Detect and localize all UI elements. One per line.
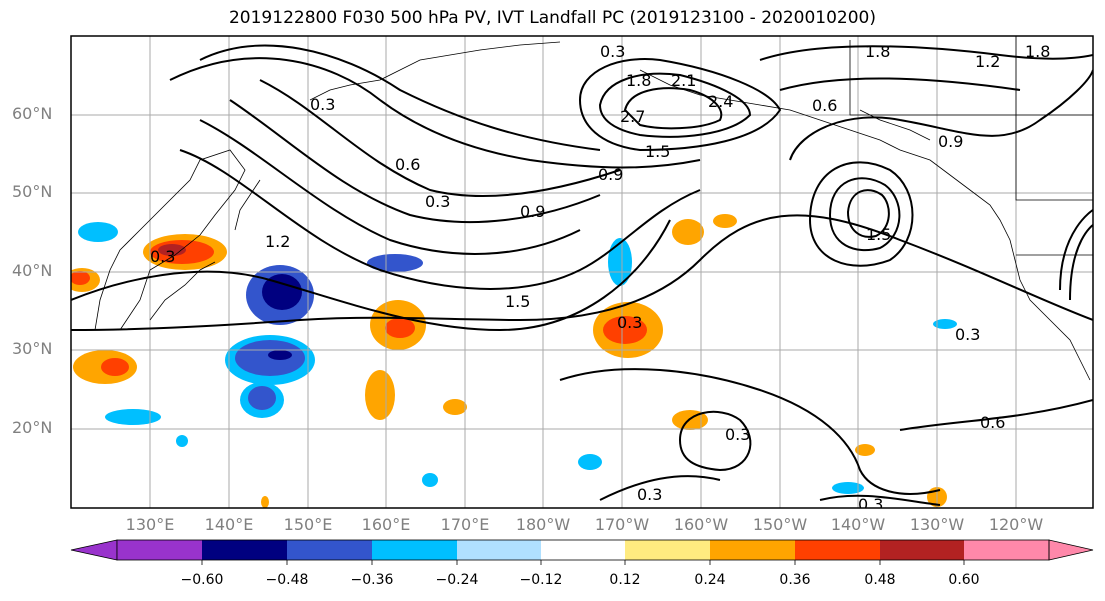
svg-text:1.8: 1.8 — [1025, 42, 1050, 61]
svg-text:0.3: 0.3 — [955, 325, 980, 344]
colorbar-tick: 0.60 — [948, 572, 980, 588]
svg-text:2.7: 2.7 — [620, 107, 645, 126]
svg-text:1.5: 1.5 — [866, 225, 891, 244]
contour-labels: 0.3 0.3 0.3 0.6 0.6 0.9 0.9 0.9 1.2 1.2 … — [150, 42, 1050, 514]
svg-text:0.6: 0.6 — [980, 413, 1005, 432]
svg-text:1.2: 1.2 — [975, 52, 1000, 71]
lon-label: 120°W — [988, 515, 1044, 534]
svg-text:0.6: 0.6 — [812, 96, 837, 115]
colorbar-tick: −0.24 — [435, 572, 479, 588]
colorbar-tick: 0.48 — [864, 572, 896, 588]
svg-text:1.8: 1.8 — [626, 71, 651, 90]
colorbar-tick: 0.12 — [609, 572, 641, 588]
lon-label: 170°W — [594, 515, 650, 534]
svg-text:0.3: 0.3 — [600, 42, 625, 61]
svg-text:0.9: 0.9 — [520, 202, 545, 221]
lon-label: 160°W — [673, 515, 729, 534]
lon-label: 160°E — [361, 515, 411, 534]
svg-text:1.5: 1.5 — [645, 142, 670, 161]
shaded-anomalies — [71, 214, 957, 508]
lon-label: 150°W — [752, 515, 808, 534]
lon-label: 170°E — [440, 515, 490, 534]
lon-label: 130°E — [125, 515, 175, 534]
colorbar — [70, 539, 1094, 565]
lon-label: 150°E — [283, 515, 333, 534]
lat-label: 20°N — [12, 418, 53, 437]
svg-text:1.8: 1.8 — [865, 42, 890, 61]
svg-text:0.3: 0.3 — [150, 247, 175, 266]
svg-text:1.5: 1.5 — [505, 292, 530, 311]
map-title: 2019122800 F030 500 hPa PV, IVT Landfall… — [228, 8, 876, 28]
pv-contours — [71, 44, 1093, 506]
lat-label: 60°N — [12, 104, 53, 123]
colorbar-tick: 0.36 — [779, 572, 811, 588]
svg-text:0.6: 0.6 — [395, 155, 420, 174]
svg-text:0.3: 0.3 — [425, 192, 450, 211]
svg-text:0.9: 0.9 — [598, 165, 623, 184]
svg-text:0.9: 0.9 — [938, 132, 963, 151]
colorbar-tick: −0.60 — [180, 572, 224, 588]
colorbar-tick: −0.12 — [519, 572, 563, 588]
svg-text:1.2: 1.2 — [265, 232, 290, 251]
svg-text:2.4: 2.4 — [708, 92, 733, 111]
svg-text:0.3: 0.3 — [617, 313, 642, 332]
lat-label: 30°N — [12, 339, 53, 358]
lat-label: 50°N — [12, 182, 53, 201]
colorbar-tick: 0.24 — [694, 572, 726, 588]
svg-text:2.1: 2.1 — [671, 71, 696, 90]
lon-label: 140°E — [204, 515, 254, 534]
graticule — [71, 36, 1093, 508]
colorbar-tick: −0.36 — [350, 572, 394, 588]
lon-label: 140°W — [830, 515, 886, 534]
coastlines — [94, 36, 1093, 381]
svg-text:0.3: 0.3 — [725, 425, 750, 444]
lon-label: 130°W — [909, 515, 965, 534]
svg-text:0.3: 0.3 — [310, 95, 335, 114]
svg-text:0.3: 0.3 — [637, 485, 662, 504]
svg-text:0.3: 0.3 — [858, 495, 883, 514]
colorbar-tick: −0.48 — [265, 572, 309, 588]
lon-label: 180°W — [515, 515, 571, 534]
plot-frame — [70, 35, 1094, 509]
lat-label: 40°N — [12, 261, 53, 280]
